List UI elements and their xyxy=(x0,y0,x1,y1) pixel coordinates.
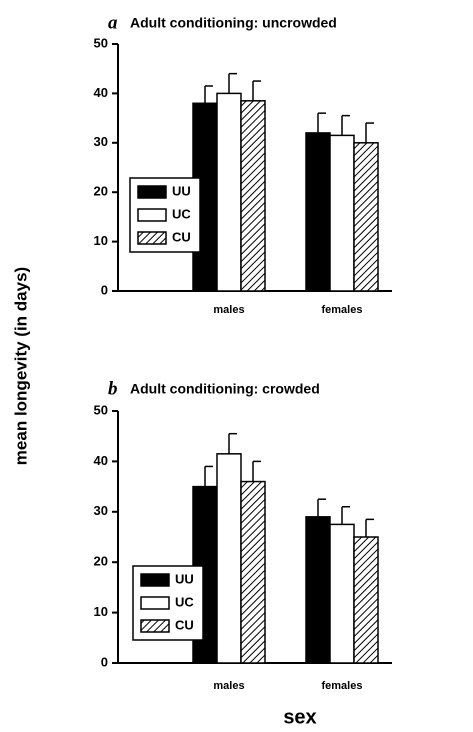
bar xyxy=(305,132,331,292)
bar xyxy=(353,142,379,292)
legend-swatch xyxy=(140,596,170,610)
bar xyxy=(216,453,242,664)
legend-swatch xyxy=(137,208,167,222)
y-tick-label: 30 xyxy=(94,134,108,149)
bar xyxy=(353,536,379,664)
y-tick-label: 30 xyxy=(94,503,108,518)
y-tick-label: 20 xyxy=(94,554,108,569)
bar xyxy=(240,100,266,292)
y-tick-label: 50 xyxy=(94,402,108,417)
y-tick-label: 50 xyxy=(94,35,108,50)
legend-label: UC xyxy=(172,206,191,221)
chart-title: Adult conditioning: uncrowded xyxy=(130,15,337,31)
legend-label: UC xyxy=(175,594,194,609)
legend-label: CU xyxy=(172,229,191,244)
x-tick-label: males xyxy=(213,304,244,316)
bar xyxy=(216,92,242,292)
legend-swatch xyxy=(140,619,170,633)
legend-label: UU xyxy=(172,183,191,198)
y-tick-label: 0 xyxy=(101,282,108,297)
legend-swatch xyxy=(140,573,170,587)
bar xyxy=(329,523,355,664)
panel-letter: b xyxy=(108,378,118,399)
y-tick-label: 40 xyxy=(94,85,108,100)
y-tick-label: 0 xyxy=(101,654,108,669)
y-tick-label: 40 xyxy=(94,453,108,468)
x-tick-label: females xyxy=(322,680,363,692)
y-tick-label: 20 xyxy=(94,184,108,199)
legend-label: CU xyxy=(175,617,194,632)
y-axis-label: mean longevity (in days) xyxy=(11,267,30,465)
bar xyxy=(240,480,266,664)
y-tick-label: 10 xyxy=(94,233,108,248)
y-tick-label: 10 xyxy=(94,604,108,619)
bar xyxy=(329,134,355,292)
x-tick-label: females xyxy=(322,304,363,316)
legend-swatch xyxy=(137,231,167,245)
panel-letter: a xyxy=(108,12,118,33)
chart-title: Adult conditioning: crowded xyxy=(130,381,320,397)
bar xyxy=(305,516,331,664)
legend-label: UU xyxy=(175,571,194,586)
x-axis-label: sex xyxy=(283,706,316,728)
legend-swatch xyxy=(137,185,167,199)
x-tick-label: males xyxy=(213,680,244,692)
